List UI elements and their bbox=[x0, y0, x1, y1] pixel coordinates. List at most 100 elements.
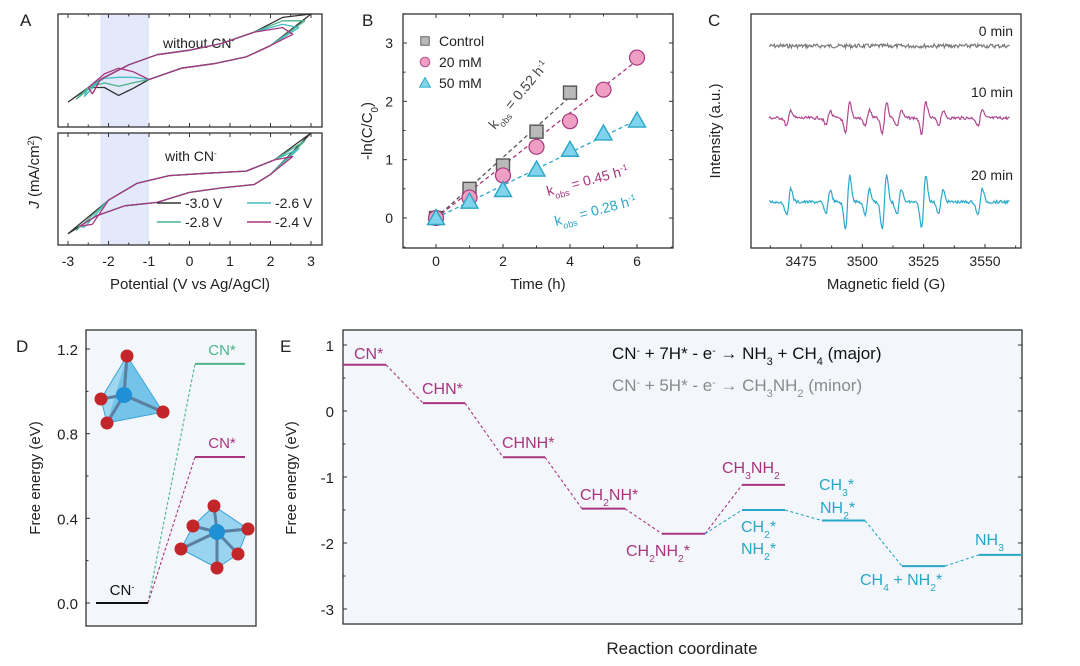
text-span: NH bbox=[655, 543, 678, 560]
text-span: * bbox=[770, 519, 776, 536]
text-span: 2 bbox=[797, 388, 803, 400]
panel-c: C 3475 3500 3525 3550 Magnetic field (G) Inten… bbox=[707, 11, 1022, 293]
legend-label: -2.8 V bbox=[185, 214, 223, 230]
energy-level-label: CH3* bbox=[819, 477, 854, 499]
x-axis-label: Time (h) bbox=[510, 276, 565, 293]
transition-line bbox=[944, 554, 980, 567]
text-span: without CN bbox=[162, 35, 231, 51]
energy-level-label: NH3 bbox=[975, 532, 1004, 554]
data-point-circle bbox=[528, 138, 545, 155]
text-span: CH bbox=[819, 477, 842, 494]
highlight-band bbox=[100, 14, 149, 127]
energy-level-label: NH2* bbox=[820, 500, 855, 522]
cv-curve-24 bbox=[87, 26, 294, 95]
text-span: (major) bbox=[823, 344, 882, 363]
text-span: * bbox=[849, 500, 855, 517]
epr-spectrum bbox=[768, 42, 1010, 51]
transition-line bbox=[784, 509, 823, 522]
energy-level-label: CH2NH2* bbox=[626, 543, 690, 565]
legend-label: -3.0 V bbox=[185, 195, 223, 211]
text-span: 2 bbox=[764, 552, 770, 563]
text-span: * bbox=[684, 543, 690, 560]
transition-line bbox=[704, 509, 743, 535]
text-span: + 7H* - e bbox=[640, 344, 712, 363]
vertex-atom bbox=[186, 519, 200, 533]
plot-frame bbox=[342, 329, 1023, 625]
energy-level-label: CH2* bbox=[741, 519, 776, 541]
panel-label: E bbox=[280, 337, 291, 356]
text-span: 3 bbox=[767, 356, 773, 368]
data-point-triangle bbox=[593, 123, 614, 141]
data-point-circle bbox=[561, 113, 579, 130]
spectrum-label: 20 min bbox=[971, 167, 1013, 183]
text-span: CH bbox=[722, 460, 745, 477]
text-span: with CN bbox=[164, 148, 214, 164]
data-point-triangle bbox=[493, 180, 513, 198]
text-span: - bbox=[131, 582, 134, 592]
vertex-atom bbox=[156, 405, 170, 419]
panel-label: A bbox=[20, 11, 32, 30]
text-span: * bbox=[770, 541, 776, 558]
energy-level-label: CN- bbox=[110, 582, 135, 599]
epr-spectrum bbox=[768, 174, 1010, 230]
octahedron-structure bbox=[174, 499, 255, 575]
x-tick-label: -3 bbox=[62, 253, 75, 269]
data-point-circle bbox=[419, 56, 431, 68]
x-tick-label: -2 bbox=[102, 253, 115, 269]
text-span: CH bbox=[741, 519, 764, 536]
vertex-atom bbox=[100, 416, 114, 430]
text-span: (minor) bbox=[804, 376, 863, 395]
x-axis-label: Reaction coordinate bbox=[606, 639, 757, 658]
x-tick-label: 3475 bbox=[785, 253, 816, 269]
vertex-atom bbox=[210, 561, 224, 575]
x-tick-label: 3500 bbox=[847, 253, 878, 269]
energy-level-label: CN* bbox=[354, 346, 383, 363]
energy-level-label: CHN* bbox=[422, 381, 463, 398]
text-span: ) bbox=[359, 102, 376, 107]
text-span: J bbox=[26, 201, 43, 210]
text-span: 2 bbox=[930, 583, 936, 594]
y-tick-label: -3 bbox=[321, 602, 334, 619]
x-tick-label: 6 bbox=[633, 253, 641, 269]
text-span: 2 bbox=[678, 554, 684, 565]
vertex-atom bbox=[241, 522, 255, 536]
y-tick-label: 3 bbox=[385, 35, 393, 51]
energy-level-label: CH3NH2 bbox=[722, 460, 780, 482]
x-tick-label: 4 bbox=[566, 253, 574, 269]
x-tick-label: 2 bbox=[267, 253, 275, 269]
x-tick-label: 3550 bbox=[969, 253, 1000, 269]
panel-label: B bbox=[362, 11, 373, 30]
transition-line bbox=[464, 402, 504, 458]
y-tick-label: 1 bbox=[385, 152, 393, 168]
text-span: ) bbox=[26, 135, 43, 140]
vertex-atom bbox=[174, 542, 188, 556]
energy-level-label: NH2* bbox=[741, 541, 776, 563]
text-span: - bbox=[712, 378, 715, 389]
text-span: k bbox=[545, 181, 557, 199]
vertex-atom bbox=[94, 392, 108, 406]
text-span: 2 bbox=[26, 140, 36, 145]
text-span: CH bbox=[580, 487, 603, 504]
text-span: (mA/cm bbox=[26, 145, 43, 201]
text-span: + 5H* - e bbox=[640, 376, 712, 395]
data-point-triangle bbox=[459, 191, 480, 209]
text-span: = 0.28 h bbox=[574, 194, 631, 224]
legend-label: Control bbox=[439, 33, 484, 49]
y-tick-label: 0.0 bbox=[57, 596, 78, 613]
text-span: NH bbox=[773, 376, 798, 395]
legend-label: 20 mM bbox=[439, 54, 482, 70]
text-span: CH bbox=[626, 543, 649, 560]
text-span: - bbox=[712, 346, 715, 357]
legend-marker bbox=[419, 56, 431, 68]
legend: -3.0 V -2.6 V -2.8 V -2.4 V bbox=[157, 195, 313, 230]
center-atom bbox=[209, 524, 225, 540]
text-span: 3 bbox=[842, 488, 848, 499]
y-tick-label: 1 bbox=[326, 338, 334, 355]
y-axis-label: J (mA/cm2) bbox=[26, 135, 43, 209]
transition-line bbox=[147, 363, 196, 604]
panel-d: D 0.0 0.4 0.8 1.2 Free energy (eV) CN- CN* CN* bbox=[16, 329, 257, 627]
data-point-triangle bbox=[526, 159, 547, 177]
data-point-circle bbox=[595, 81, 612, 98]
